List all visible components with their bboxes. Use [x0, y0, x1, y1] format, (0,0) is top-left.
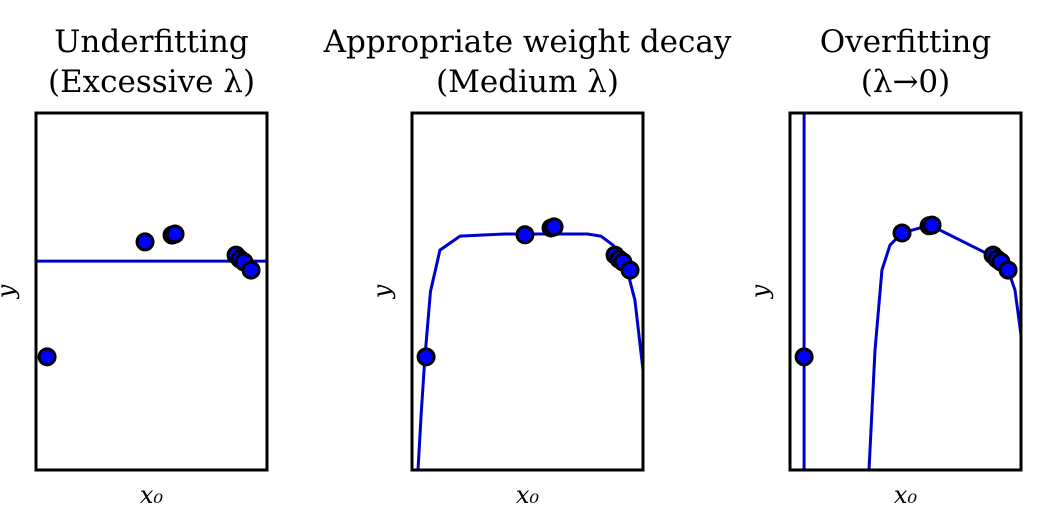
data-point [922, 215, 942, 235]
panel: Underfitting (Excessive λ) x₀ y [0, 24, 269, 509]
data-point [515, 225, 535, 245]
fit-line [416, 232, 643, 470]
data-point [620, 260, 640, 280]
x-axis-label: x₀ [894, 481, 918, 509]
plot-area [416, 232, 643, 470]
chart-title: (Excessive λ) [48, 64, 255, 100]
x-axis-label: x₀ [140, 481, 164, 509]
data-point [37, 347, 57, 367]
data-point [165, 224, 185, 244]
data-point [794, 347, 814, 367]
panel: Overfitting (λ→0) x₀ y [746, 24, 1023, 509]
y-axis-label: y [0, 284, 20, 299]
chart-title: Underfitting [54, 24, 248, 60]
data-point [241, 260, 261, 280]
y-axis-label: y [368, 284, 396, 299]
plot-frame [410, 111, 645, 472]
chart-title: Appropriate weight decay [323, 24, 732, 60]
plot-area [802, 113, 1021, 470]
chart-title: (λ→0) [861, 64, 951, 100]
data-point [892, 223, 912, 243]
plot-frame [788, 111, 1023, 472]
x-axis-label: x₀ [516, 481, 540, 509]
data-point [544, 217, 564, 237]
data-point [135, 232, 155, 252]
fit-line [802, 113, 1021, 470]
chart-title: Overfitting [820, 24, 991, 60]
data-point [998, 260, 1018, 280]
data-point [416, 347, 436, 367]
plot-frame [34, 111, 269, 472]
panel: Appropriate weight decay (Medium λ) x₀ y [323, 24, 732, 509]
chart-title: (Medium λ) [436, 64, 619, 100]
y-axis-label: y [746, 284, 774, 299]
